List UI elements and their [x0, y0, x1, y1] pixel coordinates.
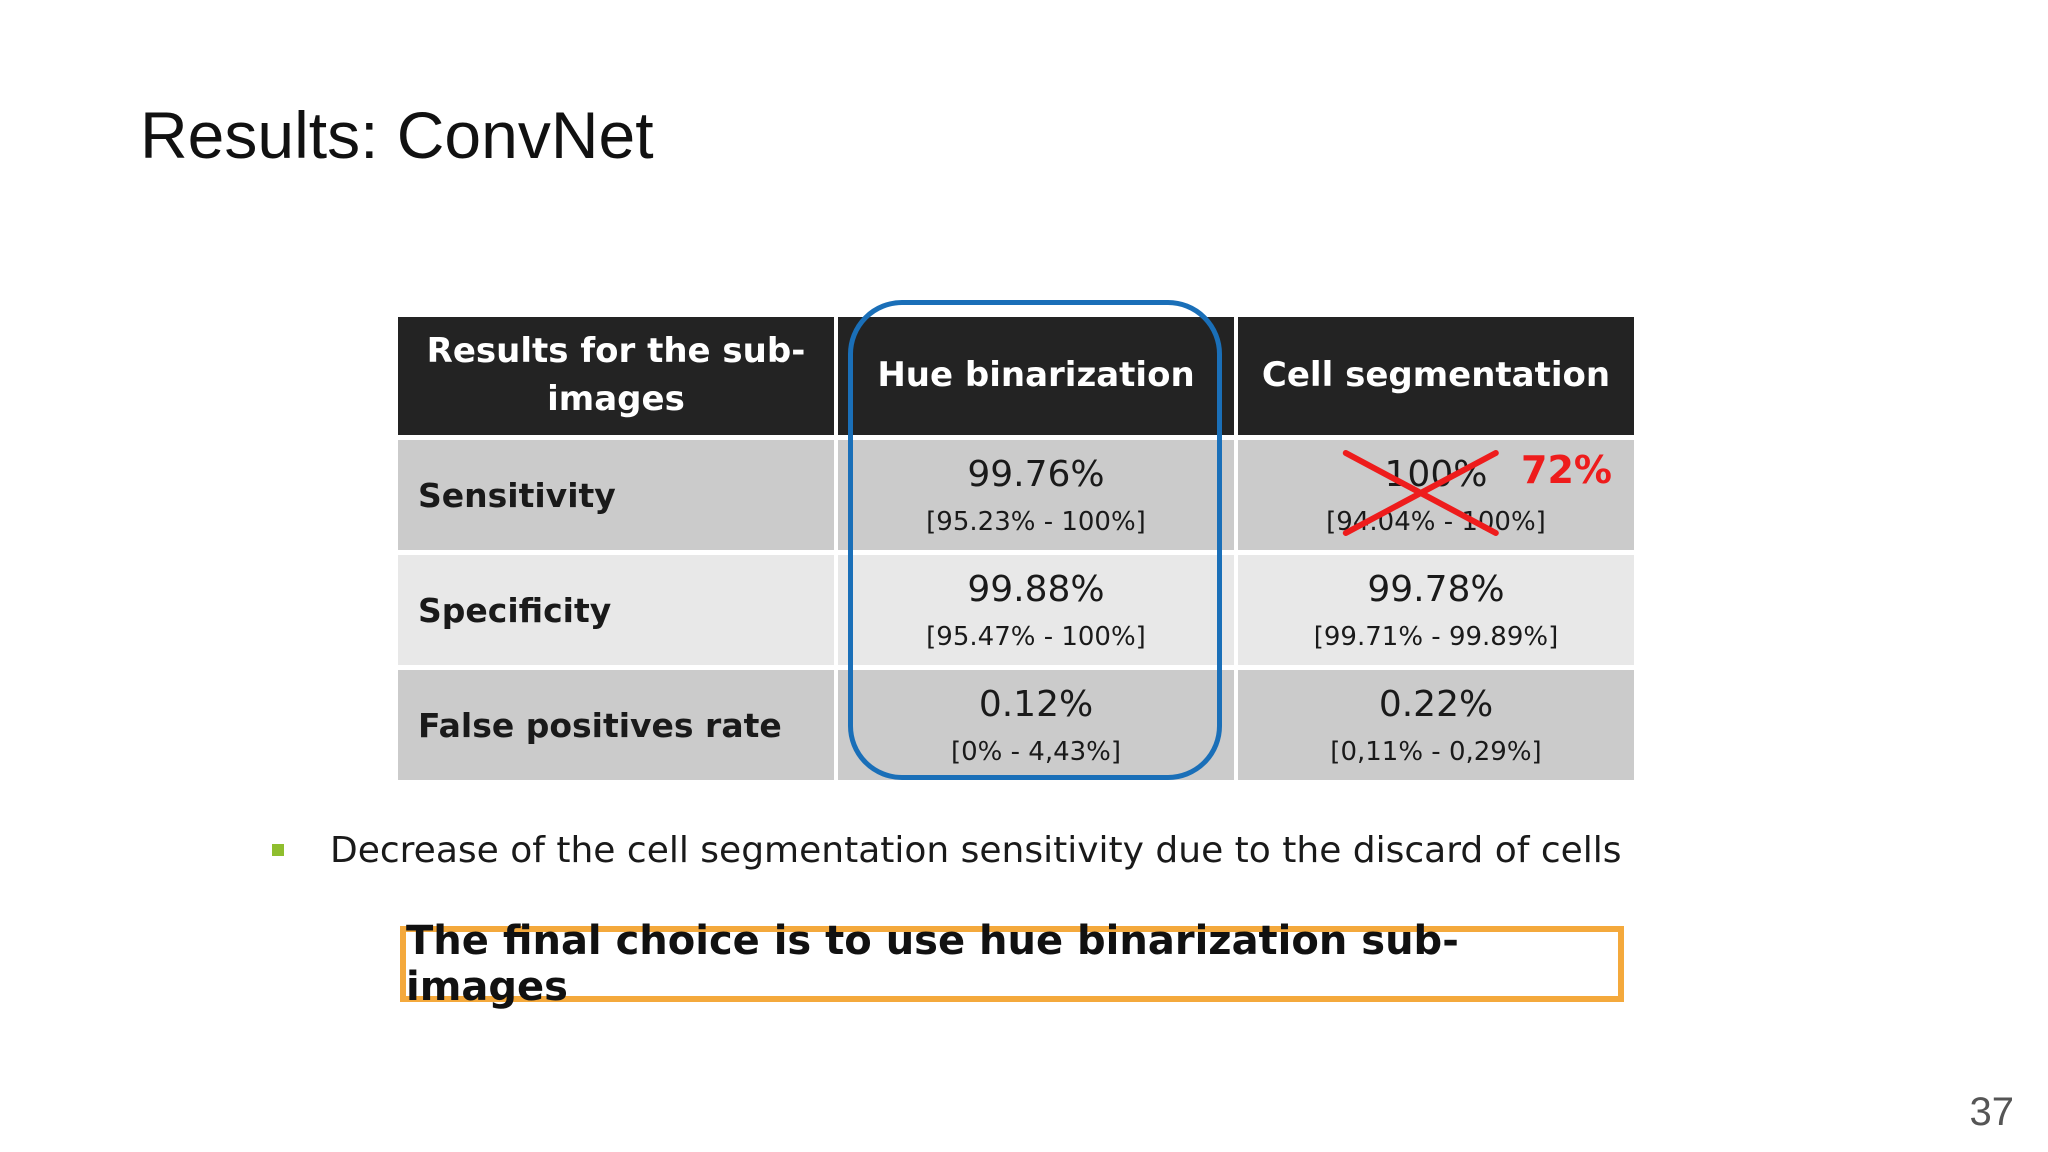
- row-label: Sensitivity: [398, 440, 834, 550]
- confidence-interval: [95.47% - 100%]: [926, 621, 1146, 652]
- table-row-sensitivity: Sensitivity 99.76% [95.23% - 100%] 100% …: [398, 440, 1634, 550]
- value: 99.78%: [1367, 569, 1505, 611]
- results-table: Results for the sub-images Hue binarizat…: [394, 312, 1638, 785]
- value: 0.22%: [1378, 684, 1494, 726]
- confidence-interval: [0% - 4,43%]: [950, 736, 1122, 767]
- corrected-value: 72%: [1521, 448, 1612, 492]
- slide-title: Results: ConvNet: [140, 98, 654, 172]
- row-label: Specificity: [398, 555, 834, 665]
- header-cell-segmentation: Cell segmentation: [1238, 317, 1634, 435]
- bullet-marker-icon: [272, 844, 284, 856]
- confidence-interval: [0,11% - 0,29%]: [1330, 736, 1542, 767]
- value: 99.88%: [967, 569, 1105, 611]
- hue-cell: 99.88% [95.47% - 100%]: [838, 555, 1234, 665]
- page-number: 37: [1969, 1090, 2015, 1134]
- confidence-interval: [95.23% - 100%]: [926, 506, 1146, 537]
- value: 99.76%: [967, 454, 1105, 496]
- confidence-interval: [94.04% - 100%]: [1326, 506, 1546, 537]
- cell-seg-cell: 99.78% [99.71% - 99.89%]: [1238, 555, 1634, 665]
- confidence-interval: [99.71% - 99.89%]: [1313, 621, 1559, 652]
- table-row-specificity: Specificity 99.88% [95.47% - 100%] 99.78…: [398, 555, 1634, 665]
- header-results-label: Results for the sub-images: [398, 317, 834, 435]
- conclusion-box: The final choice is to use hue binarizat…: [400, 918, 1624, 1010]
- table-row-false-positives: False positives rate 0.12% [0% - 4,43%] …: [398, 670, 1634, 780]
- hue-cell: 99.76% [95.23% - 100%]: [838, 440, 1234, 550]
- header-hue-binarization: Hue binarization: [838, 317, 1234, 435]
- cell-seg-cell: 0.22% [0,11% - 0,29%]: [1238, 670, 1634, 780]
- cell-seg-cell: 100% [94.04% - 100%] 72%: [1238, 440, 1634, 550]
- bullet-text: Decrease of the cell segmentation sensit…: [330, 830, 1622, 871]
- row-label: False positives rate: [398, 670, 834, 780]
- hue-cell: 0.12% [0% - 4,43%]: [838, 670, 1234, 780]
- value: 0.12%: [978, 684, 1094, 726]
